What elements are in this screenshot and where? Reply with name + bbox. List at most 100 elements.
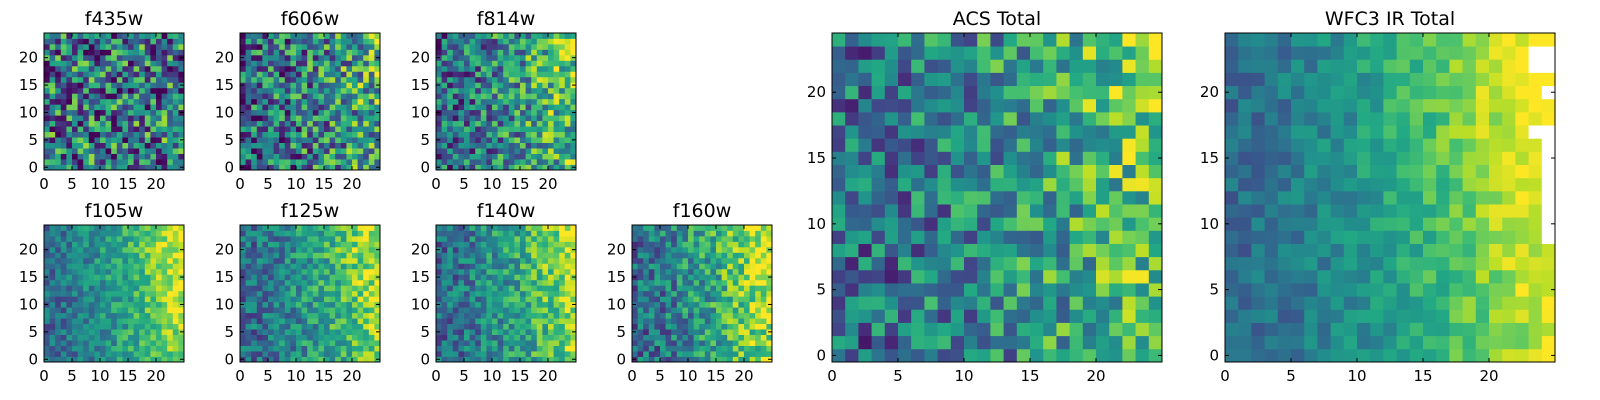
heatmap-cell [665,307,672,314]
heatmap-cell [83,120,90,127]
heatmap-cell [632,252,638,259]
heatmap-cell [721,252,728,259]
heatmap-cell [548,38,554,45]
heatmap-cell [911,164,925,179]
heatmap-cell [301,65,308,72]
heatmap-cell [296,142,302,149]
heatmap-cell [161,345,168,352]
heatmap-cell [83,148,90,154]
heatmap-cell [66,312,73,319]
heatmap-cell [307,257,314,264]
heatmap-cell [1109,348,1123,363]
heatmap-cell [447,82,454,89]
heatmap-cell [49,126,56,133]
heatmap-cell [508,252,515,259]
heatmap-cell [340,334,347,341]
heatmap-cell [693,257,700,264]
heatmap-cell [352,153,358,160]
heatmap-cell [531,131,538,138]
heatmap-cell [346,131,353,138]
heatmap-cell [441,235,448,242]
heatmap-cell [88,257,95,264]
heatmap-cell [105,131,112,138]
heatmap-cell [977,177,991,192]
heatmap-cell [340,60,347,67]
heatmap-cell [172,54,179,61]
heatmap-cell [329,323,336,330]
heatmap-cell [520,323,526,330]
heatmap-cell [497,104,504,111]
heatmap-cell [832,322,846,337]
heatmap-cell [100,98,106,105]
heatmap-cell [1122,348,1136,363]
heatmap-cell [744,351,750,357]
heatmap-cell [1135,190,1150,205]
heatmap-cell [570,252,577,259]
heatmap-cell [475,307,482,314]
heatmap-cell [531,230,538,237]
heatmap-cell [83,285,90,292]
heatmap-cell [458,115,465,122]
heatmap-cell [727,351,734,357]
heatmap-cell [536,252,543,259]
heatmap-cell [122,345,129,352]
panel-title: f160w [673,200,732,222]
heatmap-cell [161,60,168,67]
heatmap-cell [1148,309,1163,323]
heatmap-cell [150,87,157,94]
heatmap-cell [60,115,67,122]
heatmap-cell [660,257,666,264]
heatmap-cell [172,33,179,39]
heatmap-cell [503,126,510,133]
heatmap-cell [245,356,252,363]
heatmap-cell [161,274,168,281]
heatmap-cell [161,126,168,133]
heatmap-cell [100,351,106,357]
heatmap-cell [738,345,745,352]
heatmap-cell [1056,177,1070,192]
heatmap-cell [72,351,78,357]
heatmap-cell [469,142,476,149]
heatmap-cell [301,54,308,61]
heatmap-cell [570,318,577,325]
heatmap-cell [514,323,521,330]
heatmap-cell [245,76,252,83]
heatmap-cell [340,109,347,116]
heatmap-cell [508,153,515,160]
heatmap-cell [72,87,78,94]
heatmap-cell [492,340,498,346]
heatmap-cell [144,87,151,94]
heatmap-cell [520,109,526,116]
heatmap-cell [486,356,493,363]
heatmap-cell [693,285,700,292]
heatmap-cell [548,279,554,286]
heatmap-cell [492,296,498,303]
heatmap-cell [514,318,521,325]
heatmap-cell [486,263,493,270]
heatmap-cell [156,159,162,165]
heatmap-cell [284,82,291,89]
heatmap-cell [324,98,330,105]
heatmap-cell [704,285,711,292]
heatmap-cell [744,340,750,346]
heatmap-cell [161,329,168,335]
heatmap-cell [536,159,543,165]
heatmap-cell [520,104,526,111]
heatmap-cell [721,268,728,275]
heatmap-cell [312,131,319,138]
heatmap-cell [950,269,965,284]
heatmap-cell [161,318,168,325]
heatmap-cell [660,252,666,259]
heatmap-cell [329,329,336,335]
heatmap-cell [716,334,722,341]
heatmap-cell [525,120,532,127]
heatmap-cell [105,257,112,264]
heatmap-cell [340,235,347,242]
heatmap-cell [458,93,465,100]
heatmap-cell [559,38,566,45]
heatmap-cell [871,204,886,218]
heatmap-cell [1030,256,1044,271]
heatmap-cell [352,301,358,308]
heatmap-cell [133,318,140,325]
heatmap-cell [643,263,650,270]
